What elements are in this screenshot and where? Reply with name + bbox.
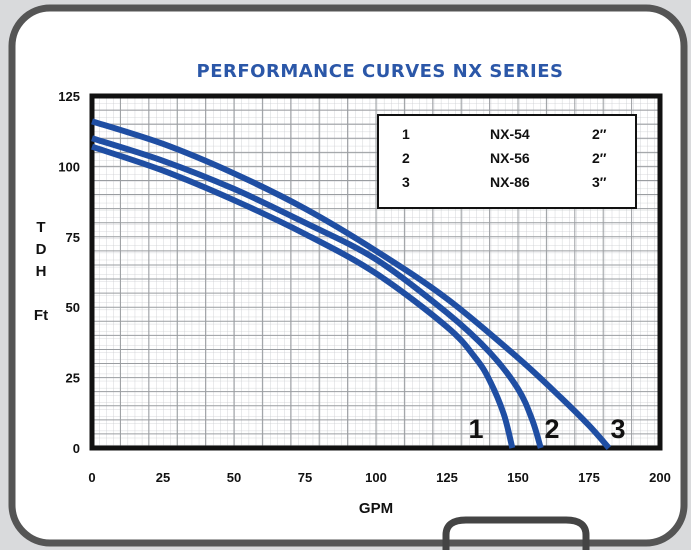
legend-model: NX-54	[490, 126, 530, 142]
x-tick-label: 75	[298, 470, 312, 485]
legend-size: 2″	[592, 150, 607, 166]
x-tick-label: 100	[365, 470, 387, 485]
y-tick-label: 100	[58, 159, 80, 174]
chart-title: PERFORMANCE CURVES NX SERIES	[197, 61, 564, 82]
y-tick-label: 125	[58, 89, 80, 104]
y-axis-label: T D H Ft	[34, 219, 48, 324]
y-tick-label: 50	[66, 300, 80, 315]
y-tick-label: 75	[66, 230, 80, 245]
legend-model: NX-56	[490, 150, 530, 166]
series-line-1	[91, 143, 516, 449]
x-axis-ticks: 0 25 50 75 100 125 150 175 200	[88, 470, 670, 485]
y-tick-label: 0	[73, 441, 80, 456]
y-tick-label: 25	[66, 371, 80, 386]
series-line-3	[91, 118, 612, 450]
x-axis-label: GPM	[359, 500, 393, 517]
legend-num: 3	[402, 174, 410, 190]
y-axis-ticks: 0 25 50 75 100 125	[58, 89, 80, 456]
handle-shape	[442, 516, 590, 550]
x-tick-label: 0	[88, 470, 95, 485]
x-tick-label: 200	[649, 470, 671, 485]
legend-size: 3″	[592, 174, 607, 190]
series-lines	[91, 118, 612, 450]
legend-size: 2″	[592, 126, 607, 142]
y-axis-label-line: D	[36, 241, 47, 258]
x-tick-label: 150	[507, 470, 529, 485]
curve-label-1: 1	[468, 414, 483, 444]
curve-label-2: 2	[544, 414, 559, 444]
x-tick-label: 175	[578, 470, 600, 485]
grid-major	[92, 96, 660, 448]
curve-label-3: 3	[610, 414, 625, 444]
series-line-2	[91, 135, 544, 449]
legend: 1 NX-54 2″ 2 NX-56 2″ 3 NX-86 3″	[377, 114, 637, 209]
y-axis-label-line: Ft	[34, 307, 48, 324]
y-axis-label-line: T	[36, 219, 45, 236]
x-tick-label: 25	[156, 470, 170, 485]
x-tick-label: 125	[436, 470, 458, 485]
x-tick-label: 50	[227, 470, 241, 485]
legend-box	[377, 114, 637, 209]
legend-num: 1	[402, 126, 410, 142]
legend-model: NX-86	[490, 174, 530, 190]
plot-frame	[89, 93, 663, 451]
y-axis-label-line: H	[36, 263, 47, 280]
legend-num: 2	[402, 150, 410, 166]
